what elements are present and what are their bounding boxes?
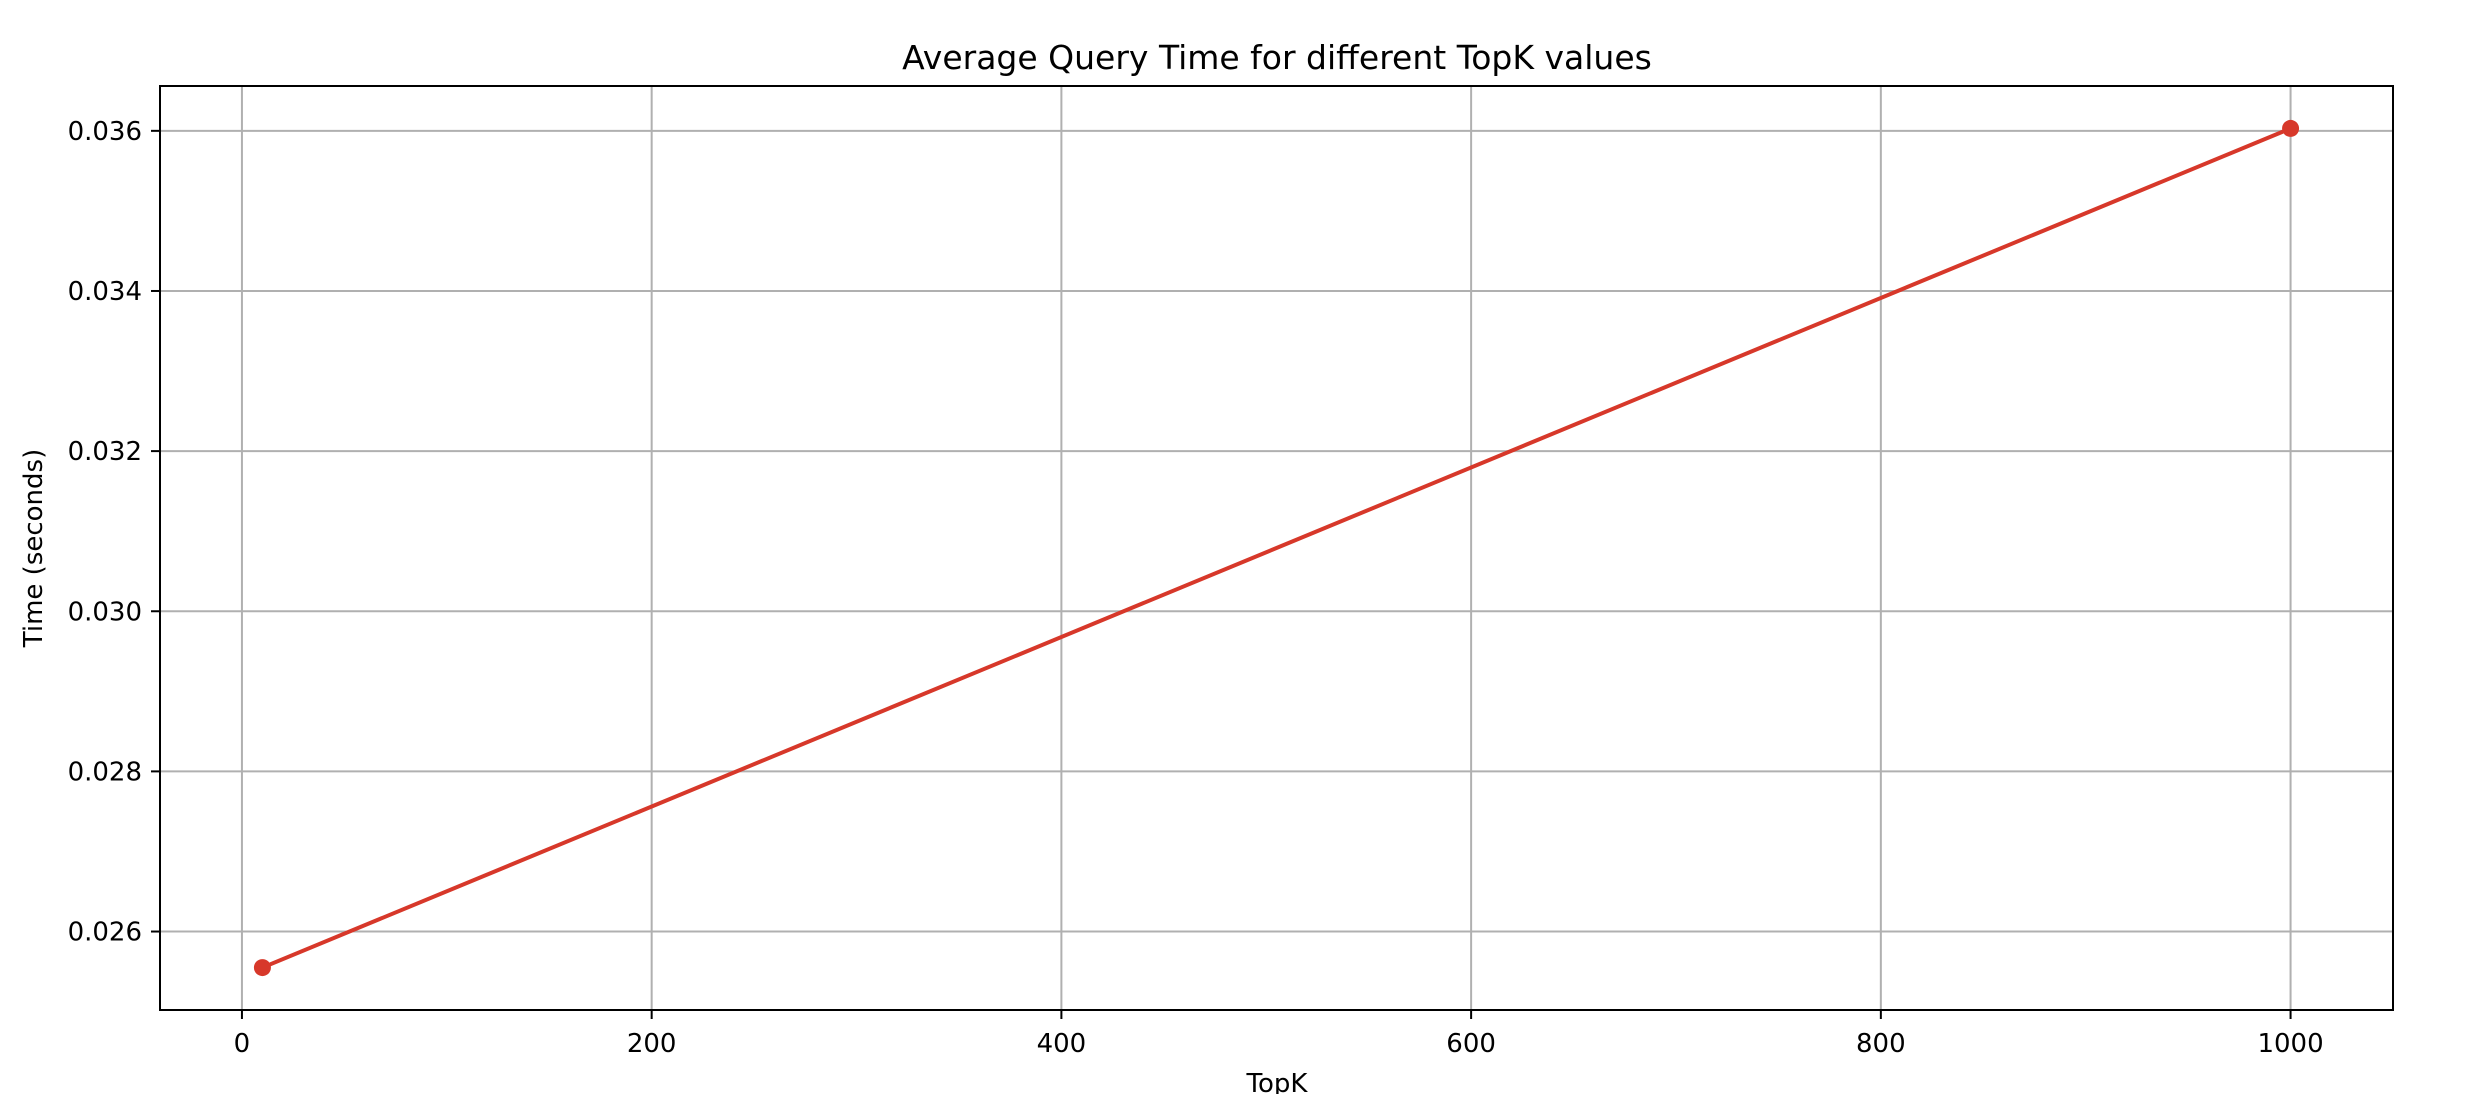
data-series bbox=[253, 119, 2300, 977]
x-axis-title: TopK bbox=[1246, 1069, 1309, 1094]
y-axis-title: Time (seconds) bbox=[19, 449, 49, 648]
x-tick-label: 0 bbox=[234, 1029, 251, 1059]
y-tick-label: 0.028 bbox=[68, 757, 142, 787]
y-tick-label: 0.036 bbox=[68, 117, 142, 147]
grid-lines bbox=[160, 86, 2393, 1010]
y-tick-label: 0.026 bbox=[68, 918, 142, 948]
plot-area-frame bbox=[159, 85, 2394, 1011]
y-tick-label: 0.034 bbox=[68, 277, 142, 307]
data-point-marker bbox=[2282, 119, 2300, 137]
y-tick-label: 0.032 bbox=[68, 437, 142, 467]
series-line bbox=[260, 126, 2293, 970]
y-tick-label: 0.030 bbox=[68, 597, 142, 627]
x-tick-label: 800 bbox=[1856, 1029, 1906, 1059]
data-point-marker bbox=[253, 959, 271, 977]
x-tick-label: 400 bbox=[1037, 1029, 1087, 1059]
chart-title: Average Query Time for different TopK va… bbox=[902, 38, 1652, 77]
x-tick-label: 1000 bbox=[2257, 1029, 2323, 1059]
x-tick-label: 600 bbox=[1446, 1029, 1496, 1059]
axis-ticks: 0 200 400 600 800 1000 0.026 0.028 0.030 0.032 0.0… bbox=[68, 117, 2324, 1059]
x-tick-label: 200 bbox=[627, 1029, 677, 1059]
